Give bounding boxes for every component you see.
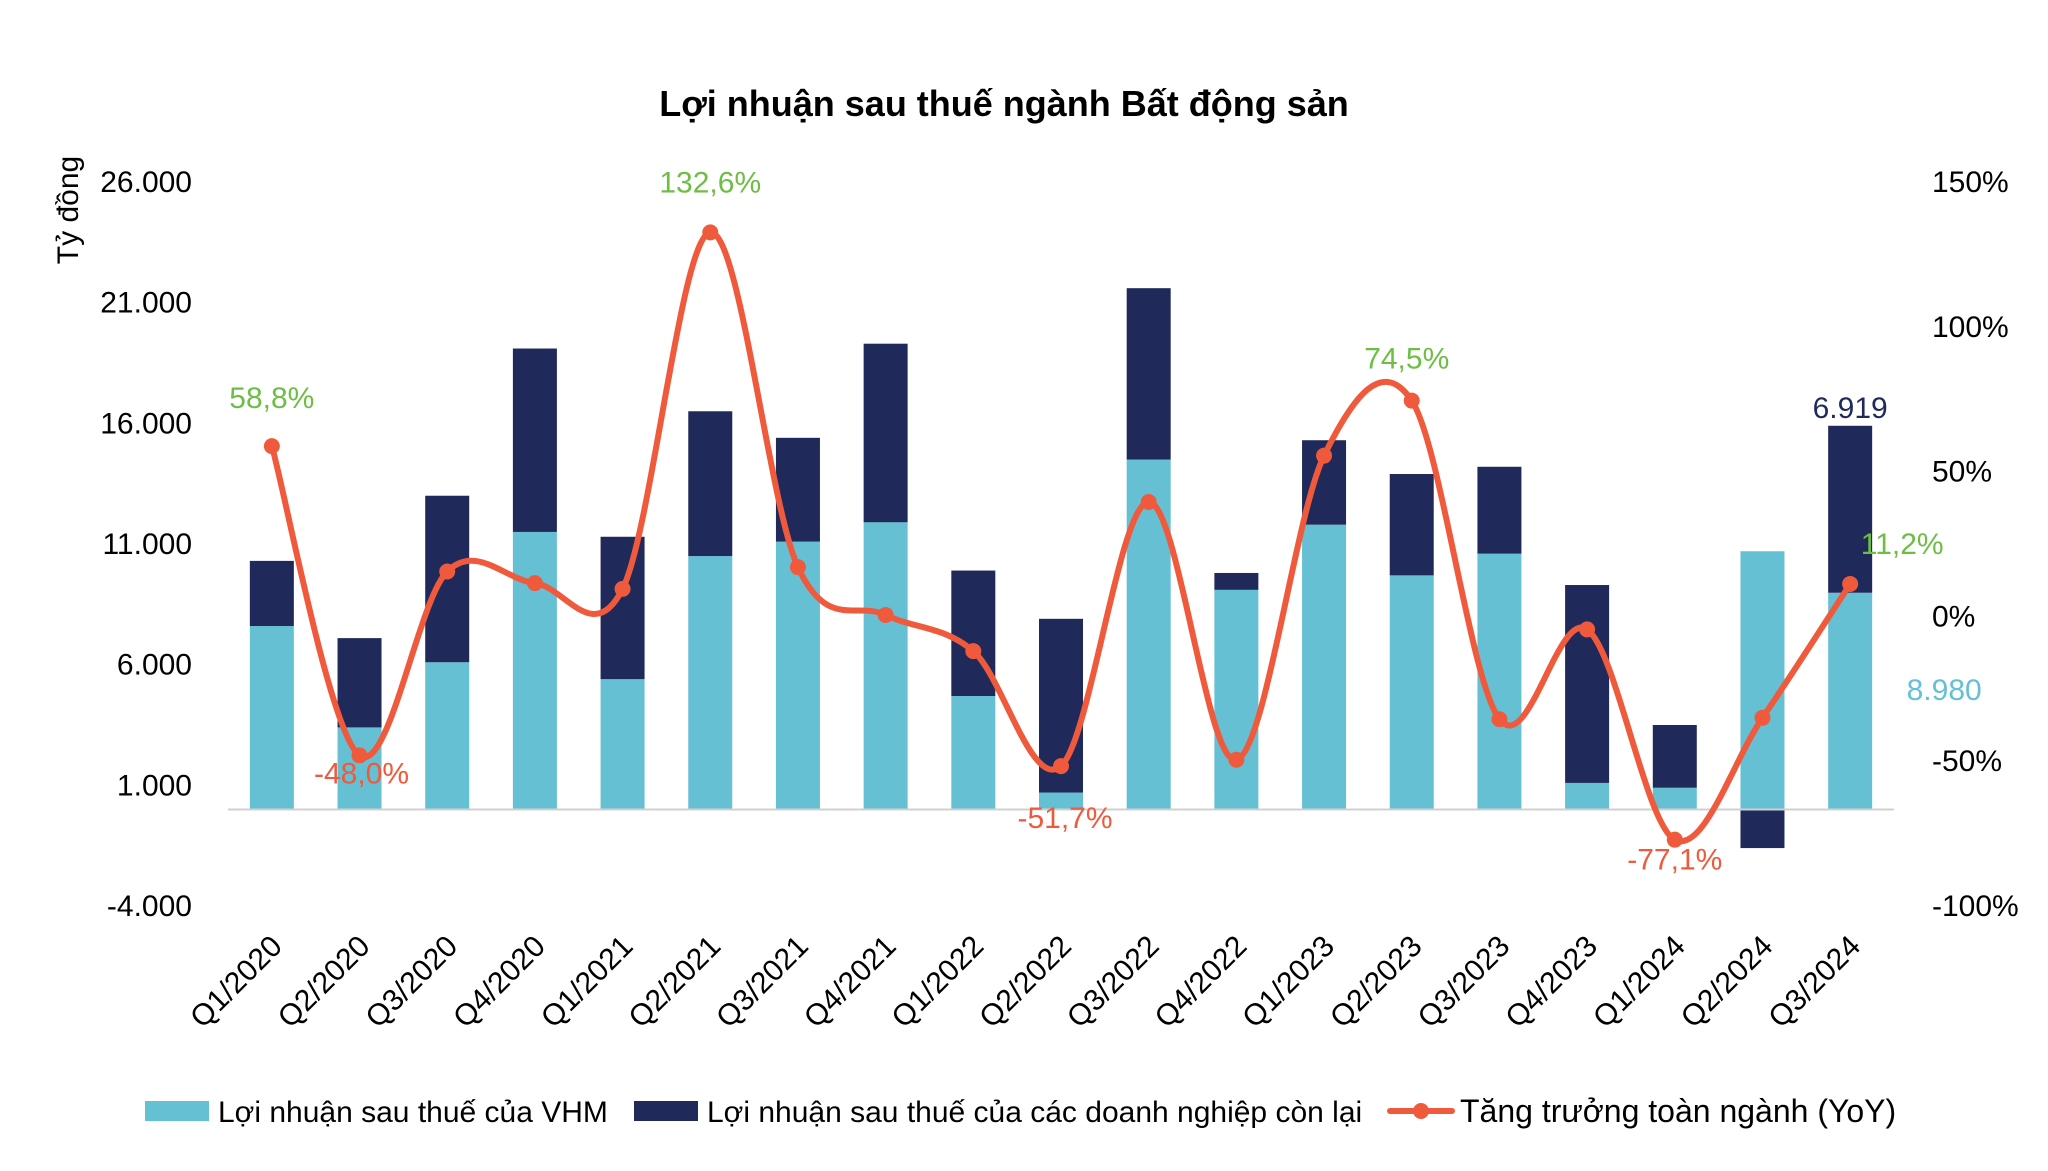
growth-line-marker xyxy=(702,224,719,241)
bar-others xyxy=(1652,725,1697,788)
bar-others xyxy=(1740,809,1785,849)
bar-others xyxy=(1565,585,1610,783)
growth-line-marker xyxy=(1228,751,1245,768)
legend: Lợi nhuận sau thuế của VHM Lợi nhuận sau… xyxy=(145,1093,1896,1129)
bar-vhm xyxy=(863,522,908,810)
data-labels: 58,8% -48,0% 132,6% -51,7% 74,5% -77,1% 11,2% 6… xyxy=(229,166,1981,876)
chart-title: Lợi nhuận sau thuế ngành Bất động sản xyxy=(659,83,1349,124)
bar-data-label: 6.919 xyxy=(1813,392,1888,425)
bar-vhm xyxy=(1828,592,1873,810)
y2-tick-label: 50% xyxy=(1932,456,1992,489)
bar-vhm xyxy=(425,662,470,810)
y-tick-label: 6.000 xyxy=(117,649,192,682)
bar-vhm xyxy=(600,679,645,810)
y-tick-label: 26.000 xyxy=(100,166,192,199)
legend-swatch-vhm xyxy=(145,1101,209,1121)
bar-others xyxy=(1214,572,1259,590)
growth-line-marker xyxy=(614,580,631,597)
bar-others xyxy=(863,343,908,523)
bar-vhm xyxy=(1740,551,1785,810)
line-data-label: -51,7% xyxy=(1017,802,1112,835)
bar-others xyxy=(1389,474,1434,576)
growth-line-marker xyxy=(1403,392,1420,409)
growth-line-marker xyxy=(351,747,368,764)
y2-tick-label: -100% xyxy=(1932,890,2019,923)
growth-line-marker xyxy=(263,438,280,455)
y-tick-label: 1.000 xyxy=(117,769,192,802)
y-tick-label: 11.000 xyxy=(102,528,192,561)
bar-vhm xyxy=(337,727,382,810)
growth-line-marker xyxy=(1754,709,1771,726)
line-data-label: 11,2% xyxy=(1861,528,1944,561)
legend-marker-growth xyxy=(1413,1103,1429,1119)
bar-others xyxy=(688,411,733,557)
growth-line-marker xyxy=(1579,621,1596,638)
growth-line-marker xyxy=(1666,831,1683,848)
bar-vhm xyxy=(1302,524,1347,810)
bar-others xyxy=(512,348,557,532)
legend-label-vhm: Lợi nhuận sau thuế của VHM xyxy=(218,1096,608,1129)
y2-tick-label: 0% xyxy=(1932,600,1975,633)
growth-line-marker xyxy=(439,563,456,580)
growth-line-marker xyxy=(526,575,543,592)
y-tick-label: 21.000 xyxy=(100,287,192,320)
bar-vhm xyxy=(1214,589,1259,810)
y2-tick-label: -50% xyxy=(1932,745,2002,778)
y-axis-ticks: 26.000 21.000 16.000 11.000 6.000 1.000 -4.000 xyxy=(100,166,192,923)
line-data-label: -48,0% xyxy=(314,757,409,790)
bar-others xyxy=(249,560,294,627)
legend-label-others: Lợi nhuận sau thuế của các doanh nghiệp … xyxy=(707,1096,1362,1129)
legend-swatch-others xyxy=(634,1101,698,1121)
growth-line xyxy=(263,224,1859,848)
growth-line-marker xyxy=(965,643,982,660)
bar-others xyxy=(1477,466,1522,554)
line-data-label: 132,6% xyxy=(659,166,761,199)
bar-vhm xyxy=(249,626,294,810)
line-data-label: 74,5% xyxy=(1364,343,1449,376)
bar-others xyxy=(1126,288,1171,460)
y2-axis-ticks: 150% 100% 50% 0% -50% -100% xyxy=(1932,166,2019,923)
bar-vhm xyxy=(951,696,996,810)
bar-vhm xyxy=(775,541,820,810)
bar-data-label: 8.980 xyxy=(1907,674,1982,707)
y2-tick-label: 150% xyxy=(1932,166,2009,199)
legend-label-growth: Tăng trưởng toàn ngành (YoY) xyxy=(1460,1093,1896,1129)
line-data-label: -77,1% xyxy=(1627,844,1722,877)
bar-vhm xyxy=(1389,575,1434,810)
bar-vhm xyxy=(512,531,557,810)
growth-line-marker xyxy=(877,606,894,623)
bar-vhm xyxy=(1126,459,1171,810)
y-tick-label: 16.000 xyxy=(100,407,192,440)
line-data-label: 58,8% xyxy=(229,382,314,415)
bar-vhm xyxy=(1039,792,1083,810)
bar-others xyxy=(337,638,382,728)
growth-line-marker xyxy=(1140,494,1157,511)
bar-vhm xyxy=(1565,782,1610,810)
bar-others xyxy=(1828,425,1873,593)
y-axis-label: Tỷ đồng xyxy=(52,156,85,264)
bar-vhm xyxy=(1652,787,1697,810)
y-tick-label: -4.000 xyxy=(107,890,192,923)
growth-line-marker xyxy=(1316,447,1333,464)
y2-tick-label: 100% xyxy=(1932,311,2009,344)
growth-line-marker xyxy=(1842,575,1859,592)
bar-vhm xyxy=(688,556,733,810)
growth-line-marker xyxy=(789,559,806,576)
growth-line-marker xyxy=(1053,758,1069,775)
growth-line-marker xyxy=(1491,711,1508,728)
